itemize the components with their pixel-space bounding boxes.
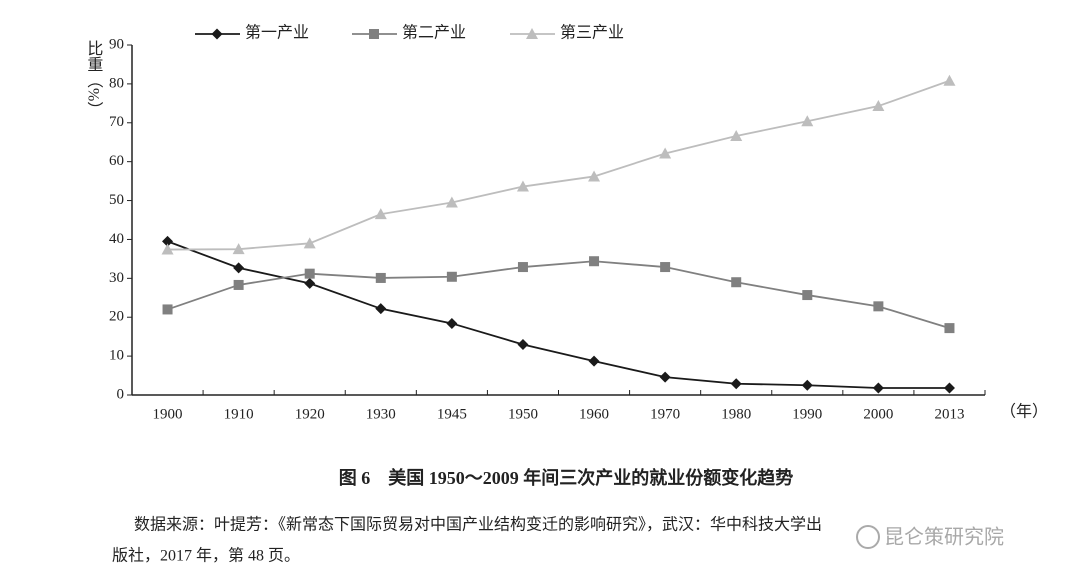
y-tick-label: 20 [109, 309, 124, 325]
marker [943, 74, 956, 86]
marker [162, 304, 173, 315]
marker [659, 371, 671, 383]
marker [233, 279, 244, 290]
marker [873, 301, 884, 312]
source-line: 数据来源：叶提芳：《新常态下国际贸易对中国产业结构变迁的影响研究》，武汉：华中科… [134, 516, 822, 534]
marker [446, 317, 458, 329]
legend-label: 第三产业 [560, 24, 624, 42]
x-axis-label: （年） [1000, 403, 1048, 421]
x-tick-label: 2013 [934, 406, 964, 422]
marker [526, 28, 538, 39]
marker [660, 262, 671, 273]
marker [516, 180, 529, 192]
y-tick-label: 10 [109, 348, 124, 364]
marker [303, 237, 316, 249]
legend-label: 第二产业 [402, 24, 466, 42]
marker [943, 382, 955, 394]
marker [659, 147, 672, 159]
marker [730, 378, 742, 390]
legend-label: 第一产业 [245, 24, 309, 42]
marker [233, 262, 245, 274]
marker [517, 338, 529, 350]
x-tick-label: 1910 [224, 406, 254, 422]
marker [872, 382, 884, 394]
source-line: 版社，2017 年，第 48 页。 [112, 547, 300, 565]
marker [375, 272, 386, 283]
x-tick-label: 2000 [863, 406, 893, 422]
x-tick-label: 1920 [295, 406, 325, 422]
watermark-icon [856, 525, 880, 549]
marker [369, 29, 379, 39]
marker [232, 243, 245, 255]
series-line [167, 240, 950, 389]
marker [304, 268, 315, 279]
marker [588, 170, 601, 182]
marker [589, 256, 600, 267]
y-tick-label: 0 [117, 386, 125, 402]
marker [802, 290, 813, 301]
x-tick-label: 1990 [792, 406, 822, 422]
x-tick-label: 1930 [366, 406, 396, 422]
x-tick-label: 1900 [153, 406, 183, 422]
marker [211, 28, 223, 40]
series-line [167, 260, 950, 329]
marker [304, 277, 316, 289]
marker [731, 277, 742, 288]
y-tick-label: 30 [109, 270, 124, 286]
watermark: 昆仑策研究院 [884, 525, 1004, 549]
marker [517, 262, 528, 273]
y-tick-label: 80 [109, 75, 124, 91]
y-tick-label: 60 [109, 153, 124, 169]
marker [801, 379, 813, 391]
marker [872, 100, 885, 112]
x-tick-label: 1960 [579, 406, 609, 422]
marker [374, 208, 387, 220]
y-axis-label: 比重（%） [84, 40, 103, 117]
marker [801, 115, 814, 127]
y-tick-label: 70 [109, 114, 124, 130]
caption: 图 6 美国 1950～2009 年间三次产业的就业份额变化趋势 [339, 467, 794, 488]
marker [730, 130, 743, 141]
x-tick-label: 1970 [650, 406, 680, 422]
y-tick-label: 40 [109, 231, 124, 247]
marker [445, 196, 458, 208]
x-tick-label: 1980 [721, 406, 751, 422]
y-tick-label: 90 [109, 36, 124, 52]
marker [161, 243, 174, 255]
x-tick-label: 1945 [437, 406, 467, 422]
marker [588, 355, 600, 367]
marker [446, 271, 457, 282]
marker [162, 235, 174, 247]
marker [944, 323, 955, 334]
series-line [167, 79, 950, 251]
marker [375, 303, 387, 315]
y-tick-label: 50 [109, 192, 124, 208]
x-tick-label: 1950 [508, 406, 538, 422]
